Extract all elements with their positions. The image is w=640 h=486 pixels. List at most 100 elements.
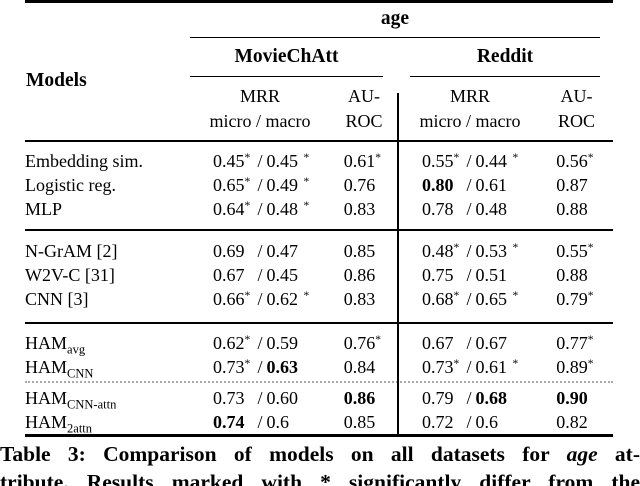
table-row: N-GrAM [2] 0.69/0.47 0.85 0.48*/0.53 * 0.… <box>25 239 613 263</box>
score-macro: 0.59 <box>266 333 299 353</box>
auroc-cell-reddit: 0.88 <box>540 197 613 221</box>
model-subscript: avg <box>67 342 86 357</box>
model-name: W2V-C [31] <box>25 265 115 285</box>
slash-separator: / <box>257 241 263 261</box>
score-macro: 0.47 <box>266 241 299 261</box>
auroc-cell-moviechatt: 0.84 <box>330 355 398 379</box>
mrr-cell-moviechatt: 0.64*/0.48 * <box>190 197 330 221</box>
score-macro: 0.48 <box>475 199 508 219</box>
auroc-cell-moviechatt: 0.86 <box>330 386 398 410</box>
slash-separator: / <box>257 151 263 171</box>
mrr-cell-moviechatt: 0.69 /0.47 <box>190 239 330 263</box>
mrr-cell-reddit: 0.68*/0.65 * <box>398 287 540 311</box>
table-row: W2V-C [31] 0.67/0.45 0.86 0.75/0.51 0.88 <box>25 263 613 287</box>
score-micro: 0.68 <box>421 289 454 309</box>
auroc-cell-reddit: 0.79* <box>556 289 594 309</box>
mrr-cell-moviechatt: 0.62*/0.59 <box>190 331 330 355</box>
caption-term-age: age <box>566 442 598 466</box>
table-section-ham-attn: HAMCNN-attn 0.73/0.60 0.86 0.79/0.68 0.9… <box>25 386 613 436</box>
score-micro: 0.55 <box>421 151 454 171</box>
score-auroc: 0.89 <box>556 357 588 377</box>
mrr-cell-reddit: 0.67/0.67 <box>398 331 540 355</box>
score-micro: 0.78 <box>421 199 454 219</box>
rule-header-bottom <box>25 140 613 142</box>
auroc-cell-reddit: 0.77* <box>556 333 594 353</box>
score-macro: 0.48 <box>266 199 299 219</box>
table-row: HAMCNN-attn 0.73/0.60 0.86 0.79/0.68 0.9… <box>25 386 613 411</box>
score-micro: 0.75 <box>421 265 454 285</box>
score-macro: 0.67 <box>475 333 508 353</box>
model-name: N-GrAM [2] <box>25 241 118 261</box>
table-row: HAMavg 0.62*/0.59 0.76* 0.67/0.67 0.77* <box>25 331 613 357</box>
model-subscript: 2attn <box>67 421 93 436</box>
auroc-cell-reddit: 0.90 <box>540 386 613 410</box>
score-auroc: 0.79 <box>556 289 588 309</box>
score-macro: 0.45 <box>266 265 299 285</box>
score-macro: 0.6 <box>475 412 499 432</box>
score-auroc: 0.83 <box>343 289 376 309</box>
score-macro: 0.62 <box>266 289 299 309</box>
model-subscript: CNN <box>67 366 94 381</box>
auroc-cell-reddit: 0.89* <box>556 357 594 377</box>
model-name: Logistic reg. <box>25 175 116 195</box>
score-auroc: 0.61 <box>343 151 376 171</box>
model-name-cell: Logistic reg. <box>25 173 190 197</box>
mrr-cell-reddit: 0.79 /0.68 <box>398 386 540 410</box>
model-name-cell: HAMavg <box>25 331 190 357</box>
mrr-cell-reddit: 0.55*/0.44 * <box>398 149 540 173</box>
caption-line-1: Table 3: Comparison of models on all dat… <box>0 440 640 468</box>
slash-separator: / <box>466 289 472 309</box>
mrr-cell-moviechatt: 0.73*/0.63 <box>190 355 330 379</box>
score-macro: 0.51 <box>475 265 508 285</box>
slash-separator: / <box>466 412 472 432</box>
score-micro: 0.73 <box>421 357 454 377</box>
score-macro: 0.6 <box>266 412 290 432</box>
dataset-header-reddit: Reddit <box>476 46 534 67</box>
score-micro: 0.45 <box>212 151 245 171</box>
score-macro: 0.45 <box>266 151 299 171</box>
rule-section-1 <box>25 229 613 231</box>
subheader-auroc-moviechatt: AU- <box>348 86 380 106</box>
mrr-cell-moviechatt: 0.67 /0.45 <box>190 263 330 287</box>
caption-text: Table 3: Comparison of models on all dat… <box>0 442 550 466</box>
rule-under-age <box>190 37 600 39</box>
model-name: HAM <box>25 357 68 377</box>
table-row: HAM2attn 0.74/0.6 0.85 0.72/0.6 0.82 <box>25 410 613 436</box>
mrr-cell-reddit: 0.80 /0.61 <box>398 173 540 197</box>
subheader-roc-moviechatt: ROC <box>345 111 383 131</box>
model-name-cell: Embedding sim. <box>25 149 190 173</box>
score-auroc: 0.88 <box>556 199 588 219</box>
model-name: CNN [3] <box>25 289 89 309</box>
auroc-cell-reddit: 0.82 <box>540 410 613 434</box>
auroc-cell-reddit: 0.56* <box>556 151 594 171</box>
score-micro: 0.73 <box>212 388 245 408</box>
score-micro: 0.64 <box>212 199 245 219</box>
mrr-cell-moviechatt: 0.66*/0.62 * <box>190 287 330 311</box>
score-auroc: 0.85 <box>343 241 376 261</box>
mrr-cell-reddit: 0.73*/0.61 * <box>398 355 540 379</box>
slash-separator: / <box>257 199 263 219</box>
score-micro: 0.65 <box>212 175 245 195</box>
score-micro: 0.67 <box>421 333 454 353</box>
auroc-cell-moviechatt: 0.83 <box>330 287 398 311</box>
rule-under-reddit <box>410 76 600 78</box>
mrr-cell-moviechatt: 0.45*/0.45 * <box>190 149 330 173</box>
score-auroc: 0.83 <box>343 199 376 219</box>
model-name-cell: N-GrAM [2] <box>25 239 190 263</box>
score-micro: 0.66 <box>212 289 245 309</box>
model-name-cell: HAM2attn <box>25 410 190 436</box>
mrr-cell-moviechatt: 0.65*/0.49 * <box>190 173 330 197</box>
models-column-header: Models <box>26 70 87 91</box>
subheader-mrr-reddit: MRR <box>449 86 491 106</box>
auroc-cell-moviechatt: 0.83 <box>330 197 398 221</box>
auroc-cell-moviechatt: 0.76 <box>330 173 398 197</box>
slash-separator: / <box>257 388 263 408</box>
model-name-cell: MLP <box>25 197 190 221</box>
score-auroc: 0.86 <box>343 388 376 408</box>
score-auroc: 0.87 <box>556 175 588 195</box>
auroc-cell-reddit: 0.55* <box>556 241 594 261</box>
table-row: MLP 0.64*/0.48 * 0.83 0.78/0.48 0.88 <box>25 197 613 221</box>
score-macro: 0.53 <box>475 241 508 261</box>
model-name-cell: W2V-C [31] <box>25 263 190 287</box>
